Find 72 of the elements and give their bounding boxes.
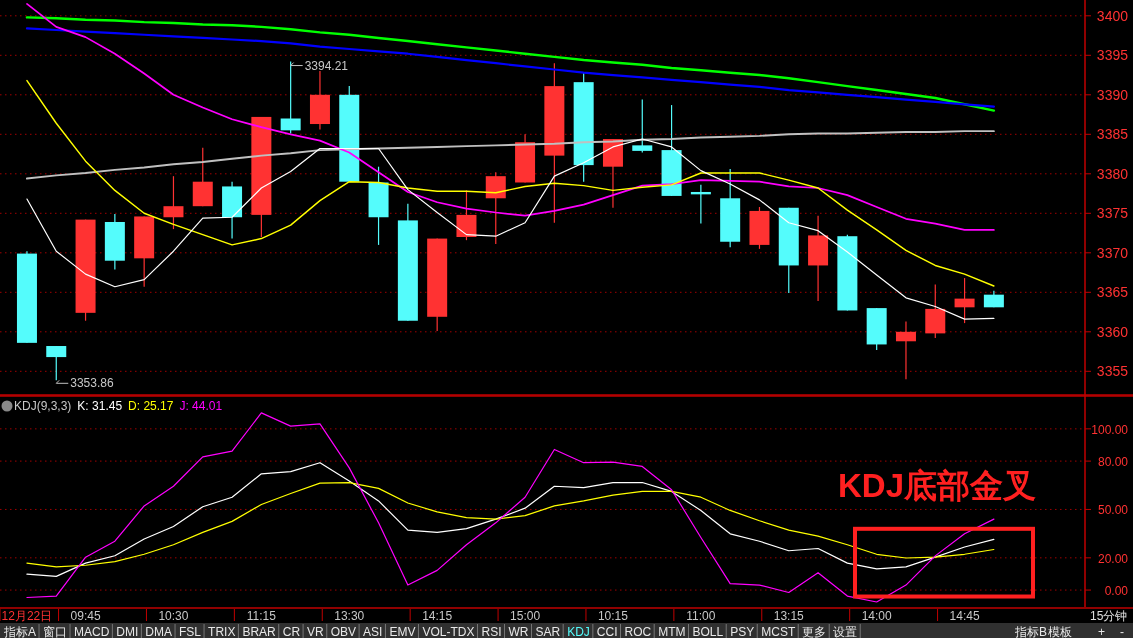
x-tick-label: 14:00 xyxy=(861,608,893,623)
text: MCST xyxy=(761,625,796,638)
y-tick-label: 3370 xyxy=(1096,244,1129,261)
y-tick-label: 3360 xyxy=(1096,323,1129,340)
y-tick-label: 50.00 xyxy=(1097,503,1129,518)
text: K: 31.45 xyxy=(77,399,123,413)
text: PSY xyxy=(730,625,755,638)
text: MACD xyxy=(74,625,110,638)
x-tick-label: 11:15 xyxy=(246,608,277,623)
text: 模板 xyxy=(1048,625,1072,638)
annotation: 3353.86 xyxy=(70,376,114,391)
candlestick xyxy=(46,345,67,381)
candlestick xyxy=(456,189,477,241)
text: VR xyxy=(307,625,325,638)
x-tick-label: 15:00 xyxy=(510,608,541,623)
text: DMI xyxy=(116,625,139,638)
annotation: 3394.21 xyxy=(304,58,349,73)
text: J: 44.01 xyxy=(179,399,223,413)
text: ASI xyxy=(363,625,383,638)
y-tick-label: 0.00 xyxy=(1104,584,1129,599)
text: TRIX xyxy=(208,625,236,638)
text: 设置 xyxy=(833,625,858,638)
text: 指标B xyxy=(1014,625,1048,638)
text: BOLL xyxy=(692,625,724,638)
x-tick-label: 12月22日 xyxy=(1,608,53,623)
text: DMA xyxy=(145,625,173,638)
candlestick xyxy=(895,320,916,380)
text: MTM xyxy=(658,625,686,638)
y-tick-label: 3385 xyxy=(1096,126,1129,143)
candlestick xyxy=(954,277,975,324)
candlestick xyxy=(485,171,506,245)
x-tick-label: 10:30 xyxy=(158,608,189,623)
y-tick-label: 80.00 xyxy=(1097,455,1129,470)
y-tick-label: 3375 xyxy=(1096,205,1129,222)
annotation: KDJ底部金叉 xyxy=(838,466,1037,504)
x-tick-label: 13:15 xyxy=(773,608,805,623)
text: BRAR xyxy=(242,625,277,638)
y-tick-label: 3365 xyxy=(1096,284,1129,301)
text: ROC xyxy=(624,625,652,638)
text: KDJ xyxy=(567,625,590,638)
text: + xyxy=(1098,625,1106,638)
text: FSL xyxy=(179,625,202,638)
y-tick-label: 3390 xyxy=(1096,86,1129,103)
y-tick-label: 3380 xyxy=(1096,165,1129,182)
text: SAR xyxy=(535,625,561,638)
x-tick-label: 09:45 xyxy=(70,608,101,623)
text: 15分钟 xyxy=(1090,609,1128,623)
text: CR xyxy=(282,625,301,638)
x-tick-label: 13:30 xyxy=(334,608,365,623)
text: CCI xyxy=(596,625,618,638)
y-tick-label: 3355 xyxy=(1096,363,1129,380)
text: 更多 xyxy=(802,625,827,638)
text: D: 25.17 xyxy=(128,399,174,413)
text: 指标A xyxy=(3,625,37,638)
y-tick-label: 20.00 xyxy=(1097,551,1129,566)
text: - xyxy=(1120,625,1124,638)
x-tick-label: 10:15 xyxy=(597,608,629,623)
candlestick xyxy=(163,175,184,230)
candlestick xyxy=(632,98,653,154)
x-tick-label: 11:00 xyxy=(686,608,716,623)
chart-title: KDJ(9,3,3) xyxy=(14,399,72,413)
y-tick-label: 100.00 xyxy=(1091,422,1129,437)
text: VOL-TDX xyxy=(422,625,475,638)
x-tick-label: 14:15 xyxy=(422,608,453,623)
text: RSI xyxy=(481,625,502,638)
text: WR xyxy=(508,625,529,638)
text: EMV xyxy=(389,625,416,638)
text: 窗口 xyxy=(43,625,68,638)
text: OBV xyxy=(330,625,357,638)
y-tick-label: 3395 xyxy=(1096,47,1129,64)
x-tick-label: 14:45 xyxy=(949,608,980,623)
y-tick-label: 3400 xyxy=(1096,7,1129,24)
